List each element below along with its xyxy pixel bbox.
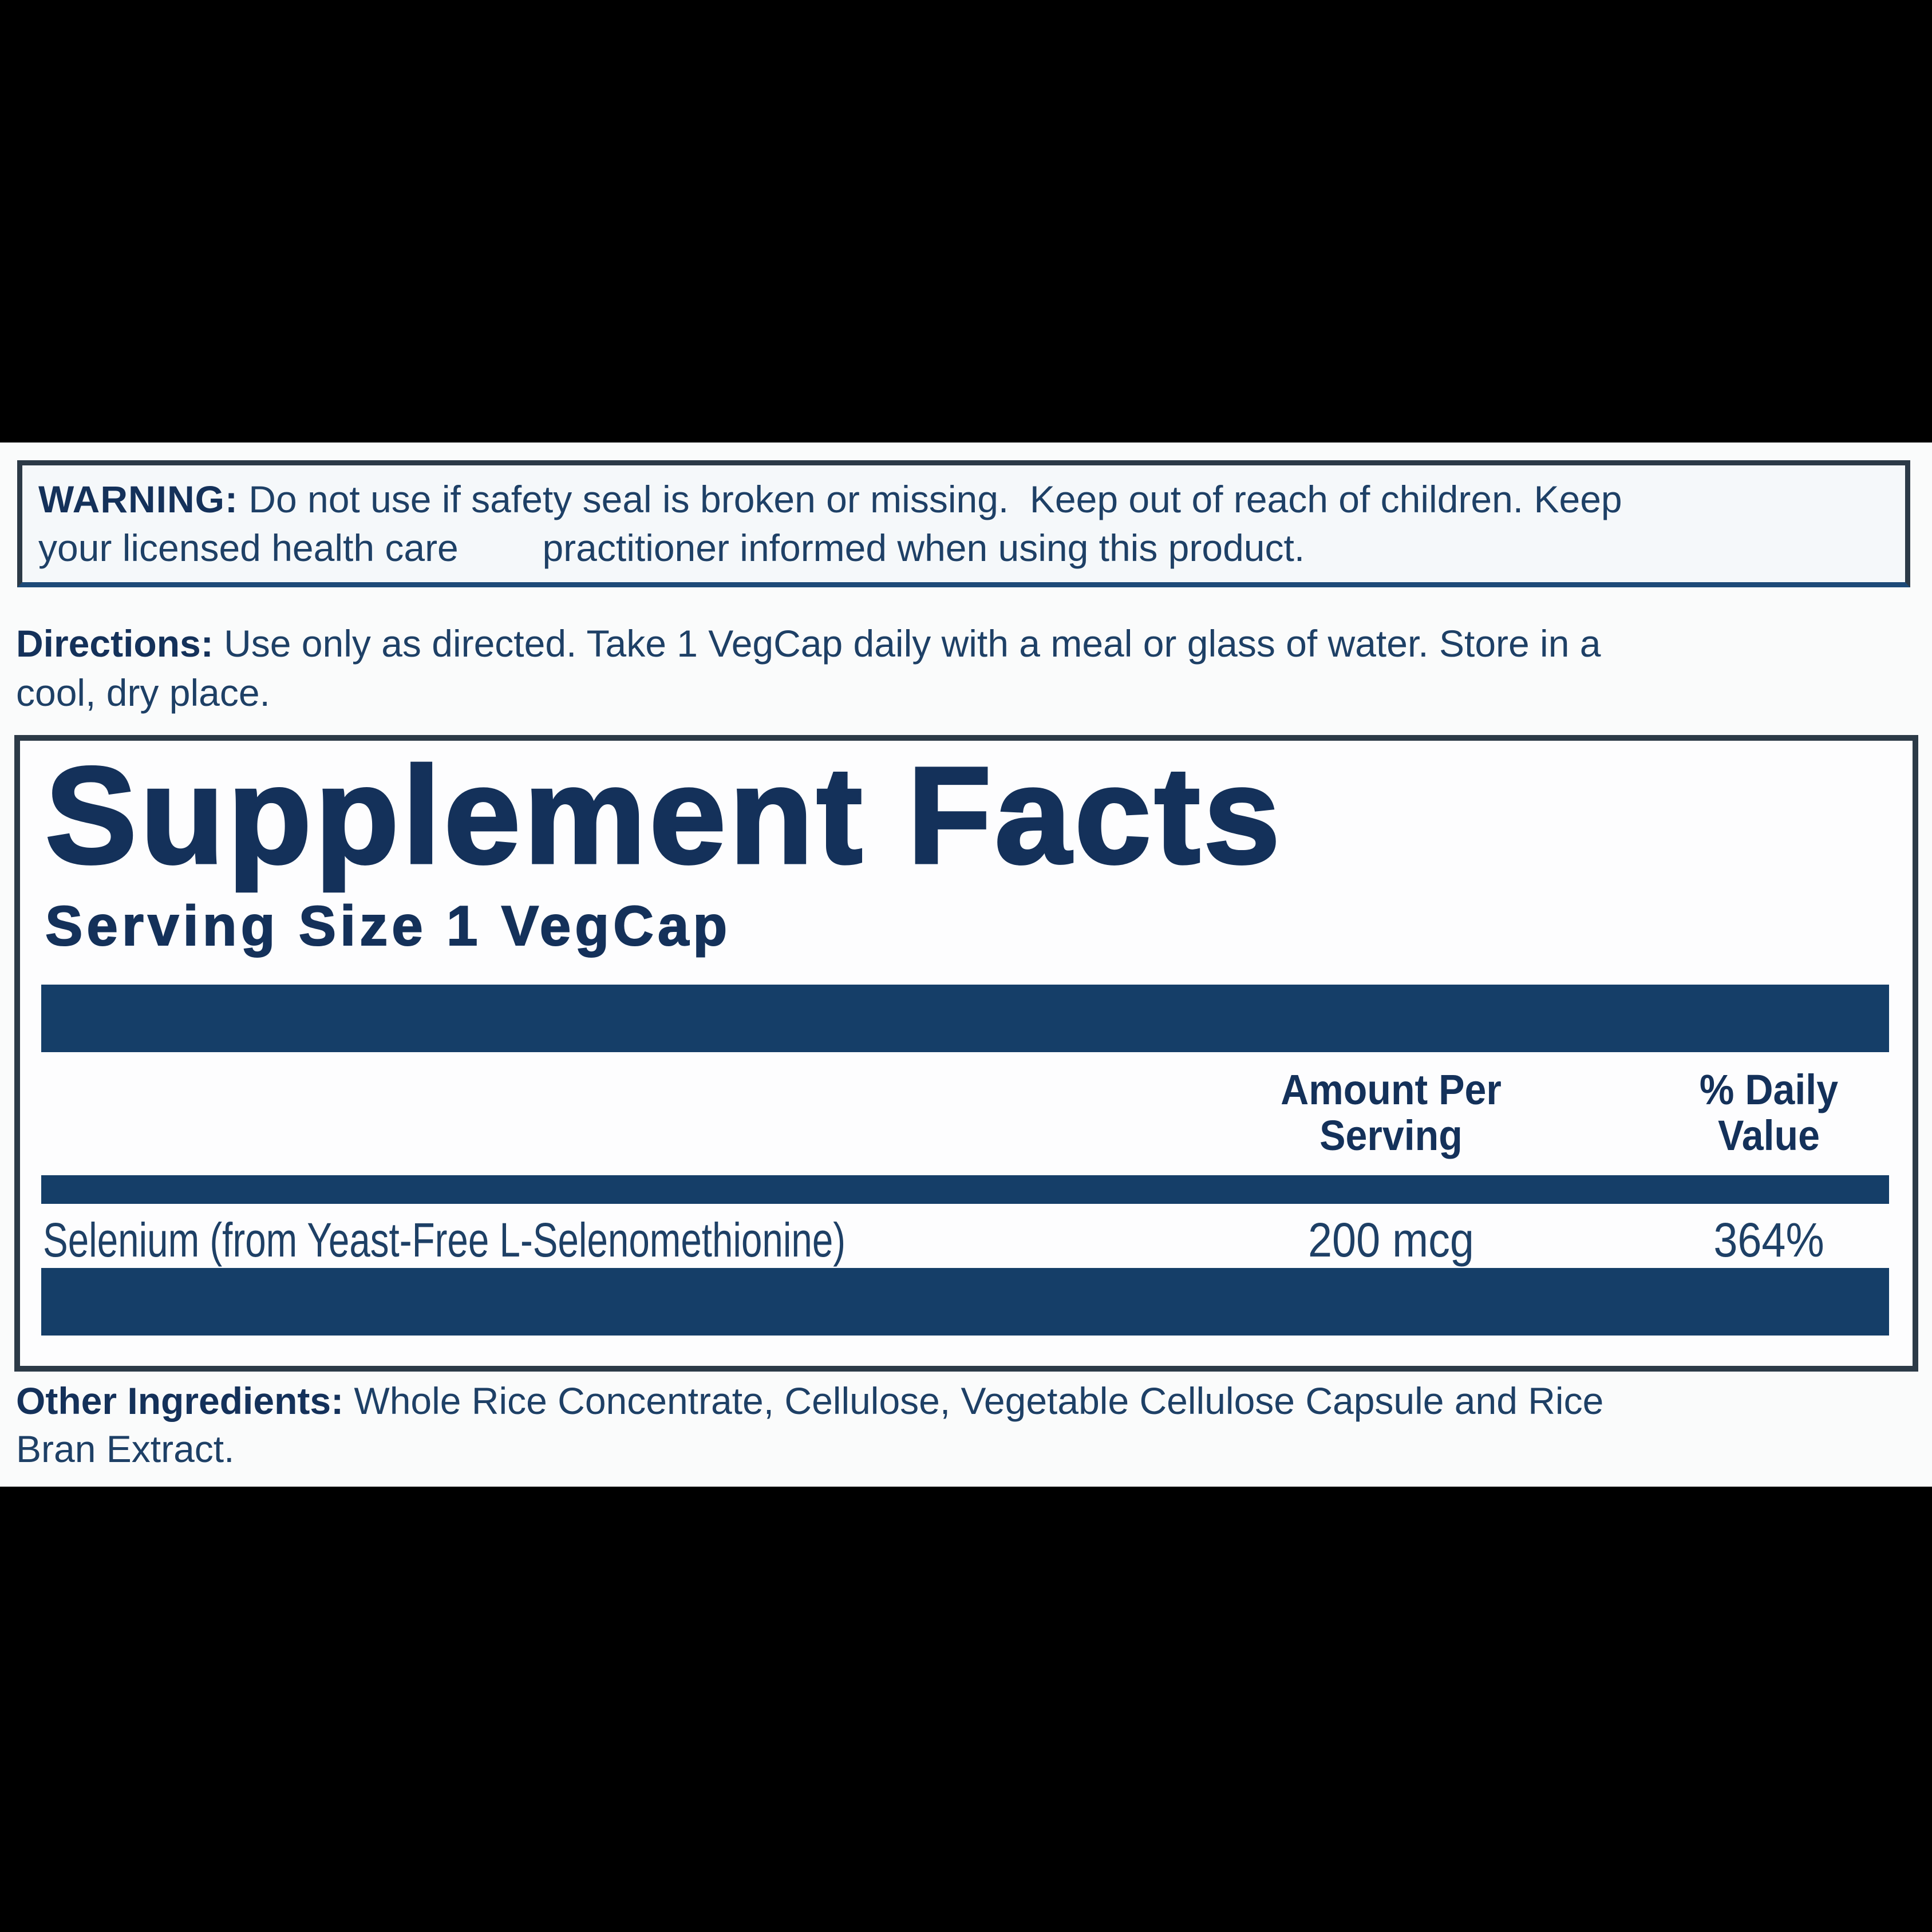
other-ingredients-section: Other Ingredients: Whole Rice Concentrat… bbox=[16, 1377, 1922, 1473]
column-header-dv-line-1: % Daily bbox=[1699, 1066, 1839, 1113]
divider-bar-top bbox=[41, 985, 1889, 1052]
other-ingredients-label: Other Ingredients: bbox=[16, 1380, 344, 1422]
warning-label: WARNING: bbox=[38, 478, 238, 520]
supplement-facts-title: Supplement Facts bbox=[44, 738, 1284, 892]
warning-box: WARNING: Do not use if safety seal is br… bbox=[17, 460, 1910, 587]
warning-line-1: WARNING: Do not use if safety seal is br… bbox=[38, 475, 1899, 524]
ingredient-name: Selenium (from Yeast-Free L-Selenomethio… bbox=[43, 1213, 846, 1267]
serving-size: Serving Size 1 VegCap bbox=[45, 894, 732, 957]
label-content-area: WARNING: Do not use if safety seal is br… bbox=[0, 442, 1932, 1487]
ingredient-amount: 200 mcg bbox=[1308, 1213, 1474, 1267]
directions-line-1: Directions: Use only as directed. Take 1… bbox=[16, 619, 1922, 668]
warning-line-2: your licensed health care practitioner i… bbox=[38, 527, 1305, 569]
column-header-dv-line-2: Value bbox=[1718, 1112, 1820, 1159]
column-header-amount-line-1: Amount Per bbox=[1281, 1066, 1502, 1113]
supplement-facts-panel: Supplement Facts Serving Size 1 VegCap A… bbox=[14, 735, 1918, 1372]
column-header-amount-per-serving: Amount Per Serving bbox=[1270, 1067, 1512, 1159]
other-ingredients-line-2: Bran Extract. bbox=[16, 1428, 235, 1470]
directions-label: Directions: bbox=[16, 622, 214, 665]
directions-section: Directions: Use only as directed. Take 1… bbox=[16, 619, 1922, 717]
column-header-daily-value: % Daily Value bbox=[1647, 1067, 1890, 1159]
other-ingredients-text-1: Whole Rice Concentrate, Cellulose, Veget… bbox=[343, 1380, 1604, 1422]
directions-text-1: Use only as directed. Take 1 VegCap dail… bbox=[213, 622, 1601, 665]
other-ingredients-line-1: Other Ingredients: Whole Rice Concentrat… bbox=[16, 1377, 1922, 1425]
directions-line-2: cool, dry place. bbox=[16, 671, 270, 714]
divider-bar-bottom bbox=[41, 1268, 1889, 1336]
ingredient-daily-value: 364% bbox=[1713, 1213, 1824, 1267]
warning-text-1: Do not use if safety seal is broken or m… bbox=[238, 478, 1622, 520]
divider-bar-middle bbox=[41, 1175, 1889, 1204]
column-header-amount-line-2: Serving bbox=[1319, 1112, 1463, 1159]
